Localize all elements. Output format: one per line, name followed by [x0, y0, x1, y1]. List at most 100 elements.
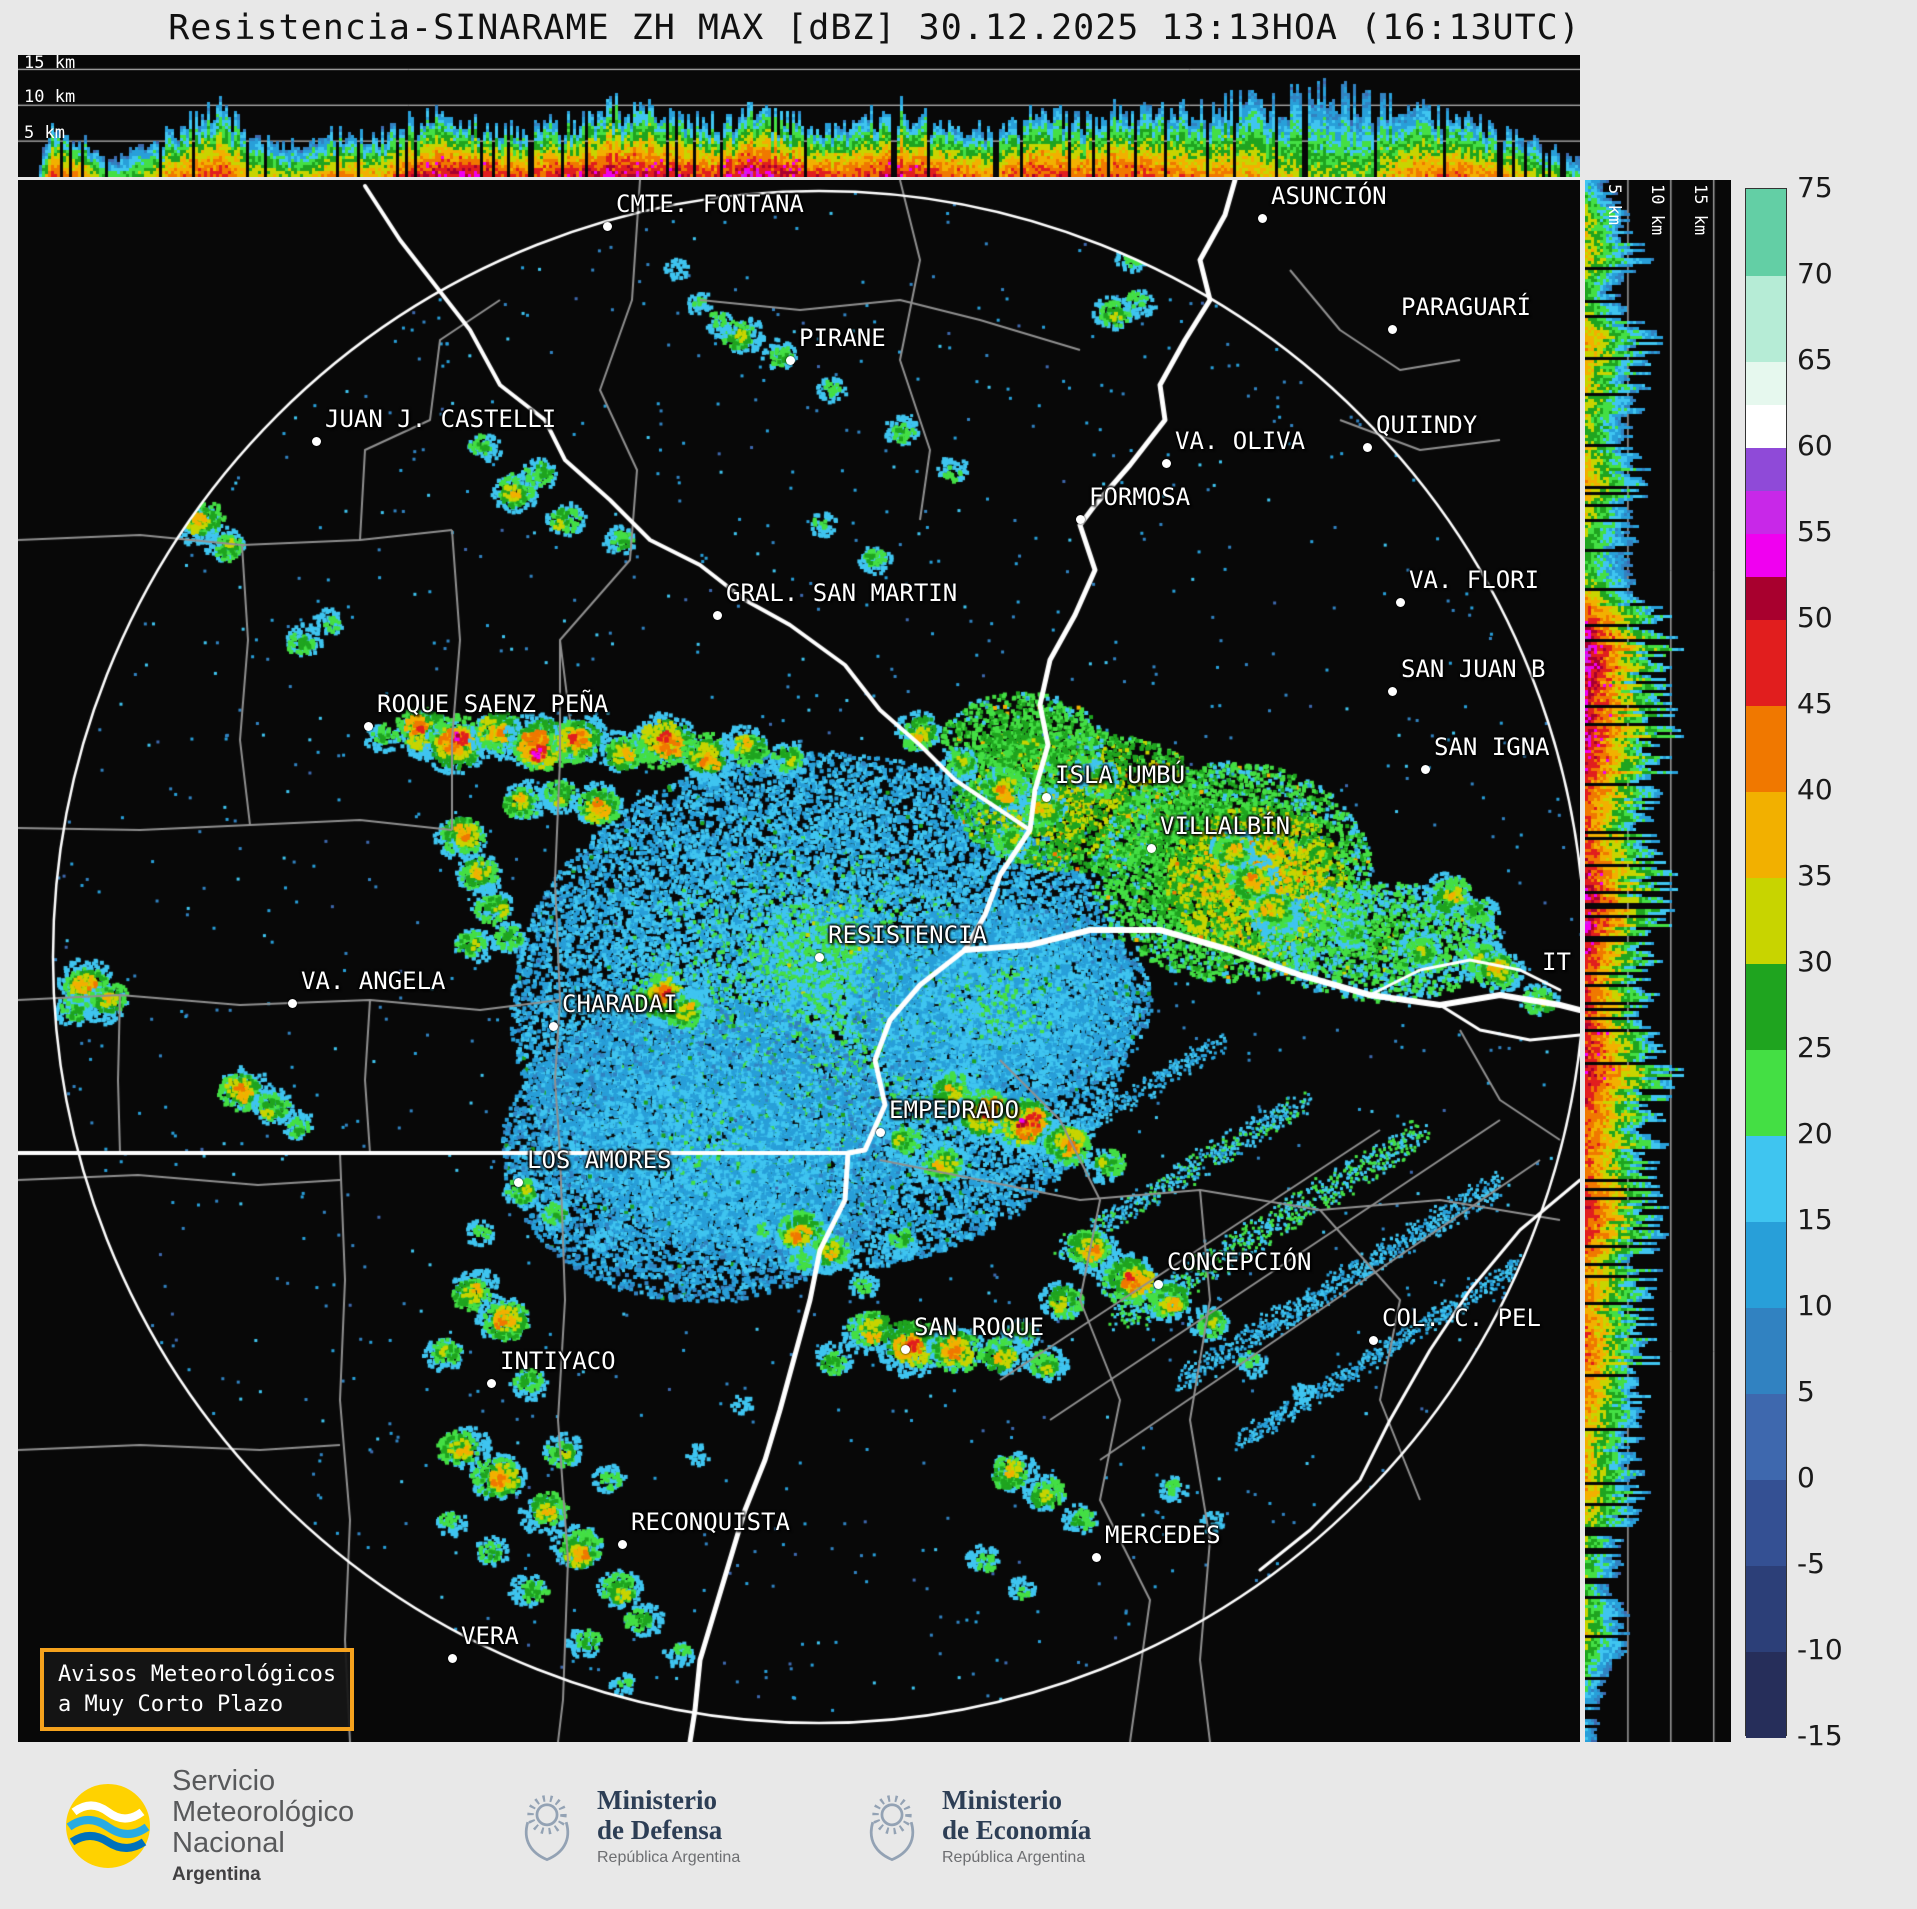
- colorbar-segment: [1746, 963, 1786, 1050]
- city-label: SAN JUAN B: [1401, 655, 1546, 683]
- colorbar-tick: 30: [1797, 945, 1833, 978]
- city-dot: [1042, 793, 1051, 802]
- city-label: SAN IGNA: [1434, 733, 1550, 761]
- radar-map: CMTE. FONTANA ASUNCIÓN PIRANE PARAGUARÍ JUAN…: [18, 180, 1580, 1742]
- colorbar-segment: [1746, 705, 1786, 792]
- city-dot: [549, 1022, 558, 1031]
- defensa-line3: República Argentina: [597, 1848, 741, 1866]
- city-dot: [1369, 1336, 1378, 1345]
- city-dot: [1421, 765, 1430, 774]
- economia-logo-block: Ministerio de Economía República Argenti…: [860, 1784, 1091, 1866]
- vertical-cross-section-right: 5 km 10 km 15 km: [1585, 180, 1731, 1742]
- colorbar-segment: [1746, 1307, 1786, 1394]
- city-label: MERCEDES: [1105, 1521, 1221, 1549]
- altitude-label-15km-v: 15 km: [1690, 184, 1710, 236]
- page-title: Resistencia-SINARAME ZH MAX [dBZ] 30.12.…: [168, 8, 1581, 48]
- colorbar-tick: 20: [1797, 1117, 1833, 1150]
- colorbar-segment: [1746, 447, 1786, 491]
- city-dot: [288, 999, 297, 1008]
- colorbar-tick: -15: [1797, 1719, 1843, 1752]
- altitude-label-10km: 10 km: [24, 87, 76, 107]
- city-label: VA. OLIVA: [1175, 427, 1306, 455]
- colorbar-segment: [1746, 275, 1786, 362]
- city-label: IT: [1542, 948, 1571, 976]
- city-label: PIRANE: [799, 324, 886, 352]
- colorbar-segment: [1746, 1393, 1786, 1480]
- colorbar-segment: [1746, 404, 1786, 448]
- economia-emblem-icon: [869, 1794, 915, 1861]
- city-label: VA. FLORI: [1409, 566, 1540, 594]
- city-label: INTIYACO: [500, 1347, 616, 1375]
- city-dot: [1147, 844, 1156, 853]
- colorbar-tick: 45: [1797, 687, 1833, 720]
- city-dot: [901, 1345, 910, 1354]
- colorbar: [1745, 188, 1787, 1738]
- colorbar-tick: 50: [1797, 601, 1833, 634]
- city-label: CMTE. FONTANA: [616, 190, 804, 218]
- city-label: SAN ROQUE: [914, 1313, 1045, 1341]
- economia-line2: de Economía: [942, 1814, 1092, 1845]
- city-dot: [876, 1128, 885, 1137]
- colorbar-tick: -10: [1797, 1633, 1843, 1666]
- radar-echo-canvas: [18, 180, 1580, 1742]
- colorbar-tick: 0: [1797, 1461, 1815, 1494]
- city-dot: [618, 1540, 627, 1549]
- colorbar-segment: [1746, 1049, 1786, 1136]
- altitude-label-10km-v: 10 km: [1647, 184, 1667, 236]
- city-dot: [713, 611, 722, 620]
- city-label: JUAN J. CASTELLI: [325, 405, 557, 433]
- city-label: QUIINDY: [1376, 411, 1478, 439]
- smn-logo: [66, 1783, 150, 1868]
- smn-name-line1: Servicio: [172, 1764, 276, 1797]
- city-dot: [1154, 1280, 1163, 1289]
- colorbar-segment: [1746, 490, 1786, 534]
- colorbar-segment: [1746, 1565, 1786, 1652]
- colorbar-segment: [1746, 1135, 1786, 1222]
- city-dot: [1162, 459, 1171, 468]
- colorbar-tick: 35: [1797, 859, 1833, 892]
- city-label: FORMOSA: [1089, 483, 1191, 511]
- city-dot: [603, 222, 612, 231]
- defensa-line2: de Defensa: [597, 1814, 723, 1845]
- city-label: EMPEDRADO: [889, 1096, 1020, 1124]
- colorbar-tick: 60: [1797, 429, 1833, 462]
- colorbar-segment: [1746, 533, 1786, 577]
- colorbar-tick: 65: [1797, 343, 1833, 376]
- city-label: ASUNCIÓN: [1271, 182, 1387, 210]
- cross-section-right-canvas: [1585, 180, 1731, 1742]
- city-dot: [1396, 598, 1405, 607]
- city-label: CHARADAI: [562, 990, 678, 1018]
- advisory-line1: Avisos Meteorológicos: [58, 1662, 337, 1687]
- smn-logo-block: Servicio Meteorológico Nacional Argentin…: [62, 1765, 354, 1885]
- city-dot: [364, 722, 373, 731]
- smn-name-line3: Nacional: [172, 1826, 285, 1859]
- colorbar-tick: 5: [1797, 1375, 1815, 1408]
- city-dot: [1076, 515, 1085, 524]
- city-label: RECONQUISTA: [631, 1508, 790, 1536]
- city-label: COL. C. PEL: [1382, 1304, 1541, 1332]
- colorbar-segment: [1746, 619, 1786, 706]
- vertical-cross-section-top: 15 km 10 km 5 km: [18, 55, 1580, 177]
- colorbar-tick: 15: [1797, 1203, 1833, 1236]
- colorbar-segment: [1746, 361, 1786, 405]
- city-dot: [1258, 214, 1267, 223]
- footer: Servicio Meteorológico Nacional Argentin…: [0, 1742, 1917, 1909]
- smn-country: Argentina: [172, 1863, 261, 1885]
- advisory-box[interactable]: Avisos Meteorológicos a Muy Corto Plazo: [40, 1648, 355, 1732]
- colorbar-segment: [1746, 189, 1786, 276]
- city-label: VILLALBÍN: [1160, 812, 1291, 840]
- altitude-label-15km: 15 km: [24, 55, 76, 73]
- city-label: VERA: [461, 1622, 519, 1650]
- city-dot: [815, 953, 824, 962]
- colorbar-segment: [1746, 877, 1786, 964]
- city-dot: [1388, 687, 1397, 696]
- city-dot: [1388, 325, 1397, 334]
- colorbar-segment: [1746, 1651, 1786, 1738]
- city-dot: [448, 1654, 457, 1663]
- colorbar-tick: 55: [1797, 515, 1833, 548]
- city-dot: [312, 437, 321, 446]
- colorbar-segment: [1746, 1221, 1786, 1308]
- colorbar-segment: [1746, 791, 1786, 878]
- defensa-line1: Ministerio: [597, 1784, 717, 1815]
